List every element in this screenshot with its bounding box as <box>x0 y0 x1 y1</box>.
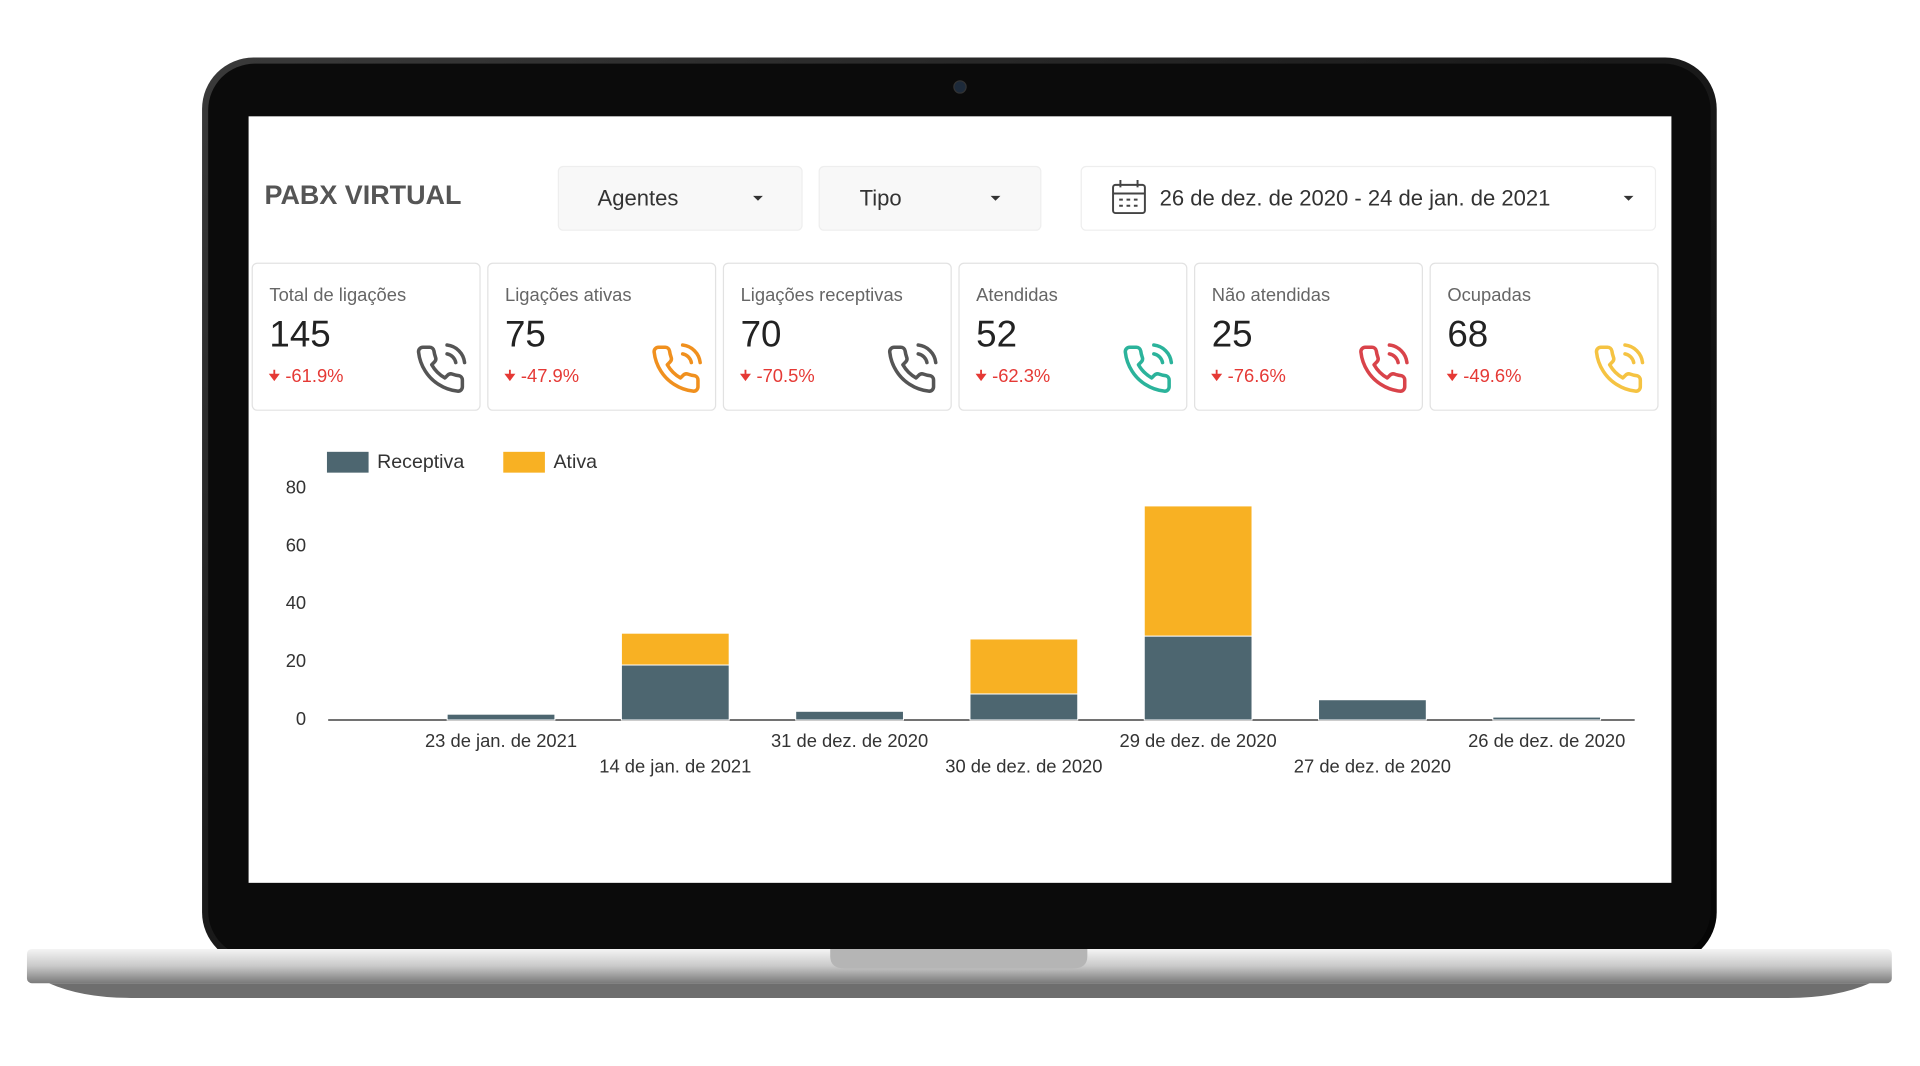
bar-segment <box>620 664 730 721</box>
y-tick-label: 20 <box>286 650 306 671</box>
type-filter[interactable] <box>818 165 1042 231</box>
kpi-value: 145 <box>269 313 330 354</box>
dropdown-caret <box>1623 195 1634 201</box>
y-tick-label: 0 <box>296 708 306 729</box>
down-arrow <box>739 369 751 382</box>
y-tick-label: 40 <box>286 592 306 613</box>
bar-segment <box>969 693 1079 721</box>
down-arrow <box>504 369 516 382</box>
kpi-label: Ocupadas <box>1447 284 1531 305</box>
kpi-label: Ligações receptivas <box>741 284 903 305</box>
kpi-delta: -76.6% <box>1228 365 1286 386</box>
kpi-delta: -62.3% <box>992 365 1050 386</box>
kpi-card <box>251 262 481 411</box>
x-tick-label: 31 de dez. de 2020 <box>771 730 928 751</box>
type-filter-label[interactable]: Tipo <box>860 185 902 210</box>
down-arrow <box>1211 369 1223 382</box>
screen <box>248 116 1672 883</box>
kpi-card <box>1429 262 1659 411</box>
down-arrow <box>1446 369 1458 382</box>
date-range-label[interactable]: 26 de dez. de 2020 - 24 de jan. de 2021 <box>1160 185 1551 210</box>
kpi-value: 52 <box>976 313 1017 354</box>
legend-swatch <box>326 451 369 473</box>
calendar-icon <box>1112 179 1146 215</box>
down-arrow <box>268 369 280 382</box>
x-tick-label: 14 de jan. de 2021 <box>599 756 751 777</box>
bar-segment <box>795 710 904 721</box>
kpi-label: Atendidas <box>976 284 1058 305</box>
x-tick-label: 23 de jan. de 2021 <box>425 730 577 751</box>
bar-segment <box>1143 505 1253 637</box>
bar-segment <box>446 713 556 721</box>
kpi-card <box>722 262 952 411</box>
kpi-delta: -61.9% <box>285 365 343 386</box>
kpi-label: Ligações ativas <box>505 284 632 305</box>
x-tick-label: 30 de dez. de 2020 <box>945 756 1102 777</box>
x-tick-label: 27 de dez. de 2020 <box>1294 756 1451 777</box>
kpi-value: 75 <box>505 313 546 354</box>
date-filter[interactable] <box>1080 165 1657 231</box>
y-tick-label: 60 <box>286 534 306 555</box>
down-arrow <box>975 369 987 382</box>
kpi-delta: -70.5% <box>756 365 814 386</box>
x-tick-label: 26 de dez. de 2020 <box>1468 730 1625 751</box>
bar-segment <box>620 632 730 666</box>
y-tick-label: 80 <box>286 476 306 497</box>
kpi-delta: -49.6% <box>1463 365 1521 386</box>
agent-filter-label[interactable]: Agentes <box>598 185 679 210</box>
x-tick-label: 29 de dez. de 2020 <box>1120 730 1277 751</box>
legend-label: Ativa <box>553 451 597 473</box>
base-shadow <box>48 983 1870 998</box>
bar-segment <box>1318 699 1427 721</box>
kpi-label: Total de ligações <box>269 284 406 305</box>
kpi-card <box>1193 262 1423 411</box>
camera <box>953 80 967 94</box>
kpi-value: 68 <box>1447 313 1488 354</box>
bar-segment <box>1143 635 1253 721</box>
agent-filter[interactable] <box>557 165 803 231</box>
kpi-value: 25 <box>1212 313 1253 354</box>
kpi-value: 70 <box>741 313 782 354</box>
bar-segment <box>969 638 1079 695</box>
kpi-delta: -47.9% <box>521 365 579 386</box>
bar-segment <box>1492 716 1602 721</box>
app-title: PABX VIRTUAL <box>265 180 462 210</box>
base-notch <box>830 948 1088 969</box>
kpi-card <box>487 262 717 411</box>
legend-swatch <box>503 451 545 473</box>
kpi-card <box>958 262 1188 411</box>
legend-label: Receptiva <box>377 451 464 473</box>
dropdown-caret <box>753 195 763 201</box>
kpi-label: Não atendidas <box>1212 284 1330 305</box>
dropdown-caret <box>990 195 1001 201</box>
